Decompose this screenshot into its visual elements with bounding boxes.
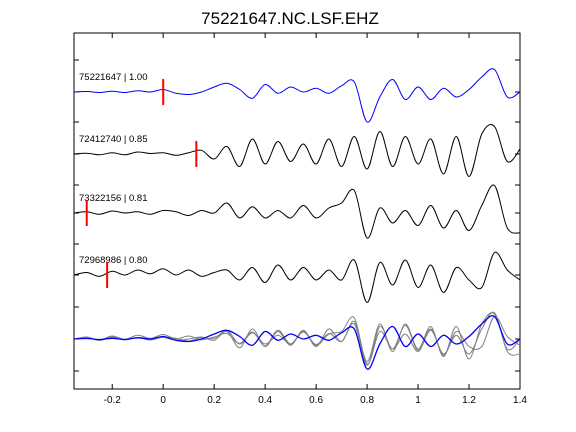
trace-group: 75221647 | 1.00 72412740 | 0.85 73322156 |… xyxy=(73,68,521,304)
trace-line xyxy=(73,251,521,304)
x-tick-label: 1 xyxy=(415,395,421,406)
trace-72412740: 72412740 | 0.85 xyxy=(73,124,521,178)
trace-label: 72968986 | 0.80 xyxy=(79,255,148,266)
trace-line xyxy=(73,68,521,123)
x-tick-label: 0.6 xyxy=(309,395,323,406)
x-tick-label: 0.8 xyxy=(360,395,374,406)
trace-label: 72412740 | 0.85 xyxy=(79,134,148,145)
stack-master-trace xyxy=(73,315,521,370)
trace-line xyxy=(73,124,521,178)
x-axis: -0.2 0 0.2 0.4 0.6 0.8 1 1.2 1.4 xyxy=(104,33,527,406)
trace-72968986: 72968986 | 0.80 xyxy=(73,251,521,304)
x-tick-label: -0.2 xyxy=(104,395,122,406)
x-tick-label: 1.4 xyxy=(513,395,527,406)
trace-line xyxy=(73,184,521,239)
trace-73322156: 73322156 | 0.81 xyxy=(73,184,521,239)
x-tick-label: 0 xyxy=(160,395,166,406)
x-tick-label: 0.4 xyxy=(258,395,272,406)
x-tick-label: 1.2 xyxy=(462,395,476,406)
x-tick-label: 0.2 xyxy=(207,395,221,406)
trace-75221647: 75221647 | 1.00 xyxy=(73,68,521,123)
stack-trace xyxy=(73,315,521,366)
plot-frame xyxy=(73,32,521,390)
y-axis-ticks xyxy=(74,59,520,372)
trace-label: 75221647 | 1.00 xyxy=(79,72,148,83)
trace-label: 73322156 | 0.81 xyxy=(79,193,148,204)
chart-title: 75221647.NC.LSF.EHZ xyxy=(201,9,379,28)
stack-group xyxy=(73,311,521,370)
